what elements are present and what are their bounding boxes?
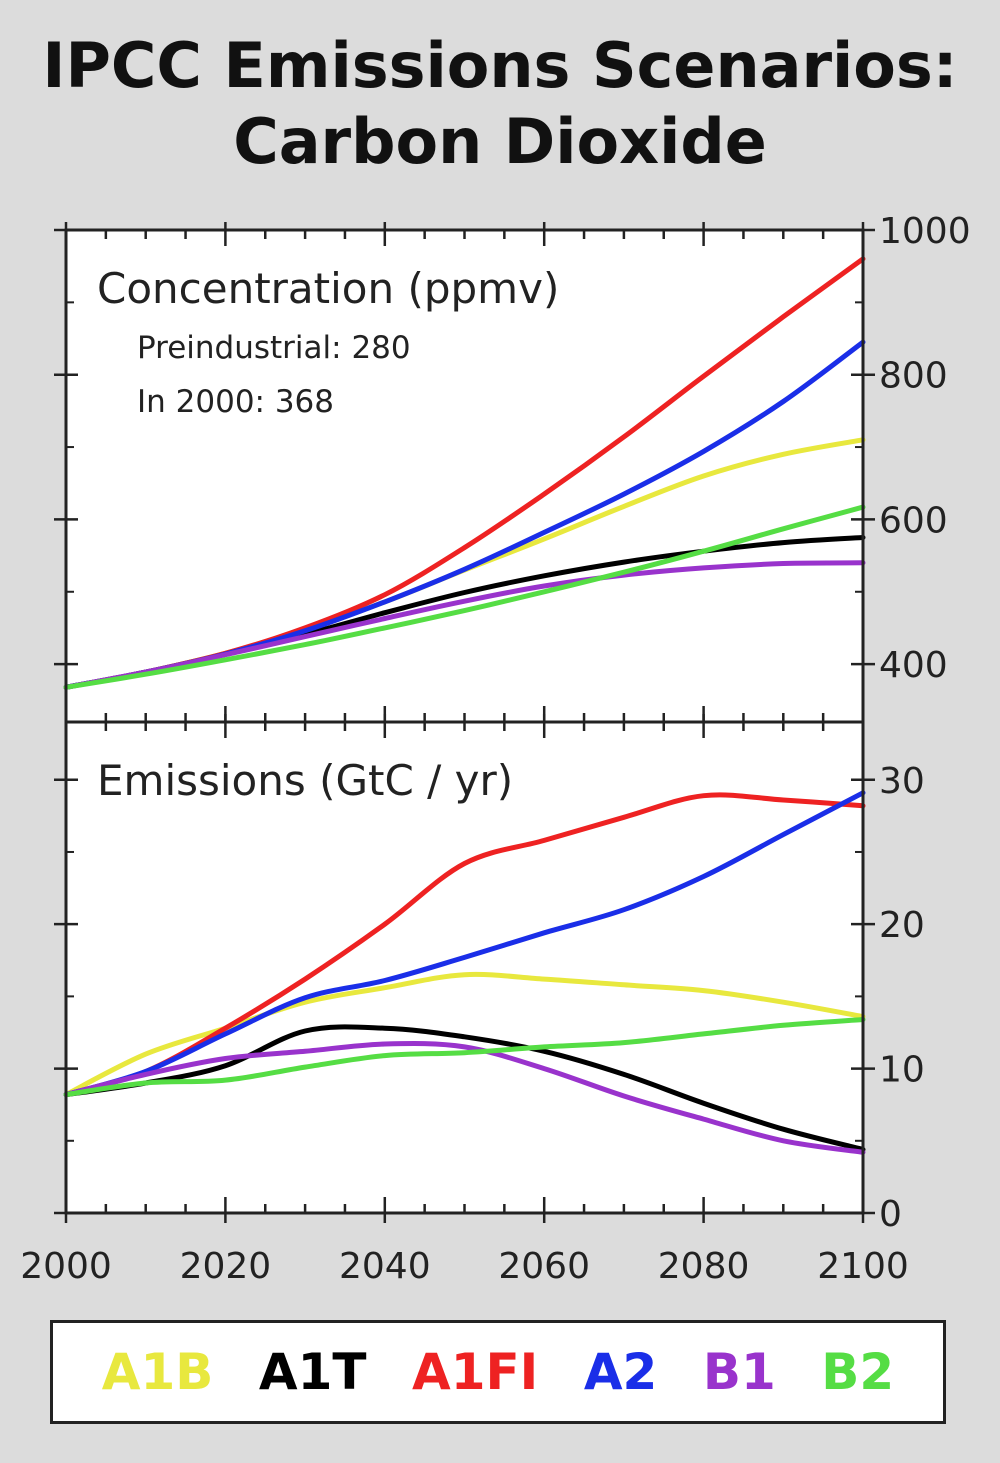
annotation-1: Preindustrial: 280 [137, 330, 411, 366]
panel-title-conc: Concentration (ppmv) [97, 264, 559, 313]
legend-item-b1: B1 [703, 1343, 776, 1401]
y-tick-label-conc: 800 [879, 356, 948, 397]
legend: A1B A1T A1FI A2 B1 B2 [50, 1320, 946, 1424]
legend-item-b2: B2 [821, 1343, 894, 1401]
legend-item-a1b: A1B [102, 1343, 214, 1401]
y-tick-label-conc: 600 [879, 500, 948, 541]
x-tick-label: 2060 [498, 1246, 590, 1287]
x-tick-label: 2040 [339, 1246, 431, 1287]
y-tick-label-emis: 30 [879, 761, 925, 802]
y-tick-label-emis: 0 [879, 1194, 902, 1235]
legend-item-a1t: A1T [259, 1343, 367, 1401]
y-tick-label-emis: 10 [879, 1050, 925, 1091]
x-tick-label: 2000 [20, 1246, 112, 1287]
legend-item-a1fi: A1FI [412, 1343, 538, 1401]
legend-item-a2: A2 [584, 1343, 658, 1401]
panel-title-emis: Emissions (GtC / yr) [97, 756, 513, 805]
x-tick-label: 2100 [817, 1246, 909, 1287]
y-tick-label-conc: 1000 [879, 211, 971, 252]
x-tick-label: 2080 [658, 1246, 750, 1287]
chart-svg: 400 600 800 1000 Concentration (ppmv) 0 10 20 30… [0, 0, 1000, 1320]
annotation-2: In 2000: 368 [137, 384, 334, 420]
y-tick-label-emis: 20 [879, 905, 925, 946]
y-tick-label-conc: 400 [879, 645, 948, 686]
x-tick-label: 2020 [180, 1246, 272, 1287]
